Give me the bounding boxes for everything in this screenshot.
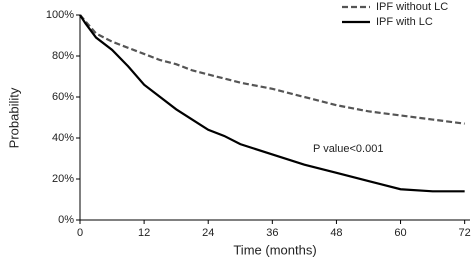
y-tick-label: 20% (52, 173, 74, 185)
legend-label: IPF with LC (376, 16, 433, 28)
x-tick-label: 60 (394, 227, 406, 239)
annotation: P value<0.001 (313, 143, 383, 155)
y-tick-label: 60% (52, 91, 74, 103)
x-tick-label: 0 (77, 227, 83, 239)
legend-label: IPF without LC (376, 1, 448, 13)
y-tick-label: 100% (46, 9, 74, 21)
x-tick-label: 24 (202, 227, 214, 239)
x-tick-label: 36 (266, 227, 278, 239)
x-axis-title: Time (months) (233, 242, 316, 257)
x-tick-label: 12 (138, 227, 150, 239)
y-tick-label: 40% (52, 132, 74, 144)
series-line (79, 14, 465, 125)
series-line (79, 14, 465, 193)
x-tick-label: 72 (459, 227, 471, 239)
y-tick-label: 80% (52, 50, 74, 62)
y-tick-label: 0% (58, 214, 74, 226)
x-tick-label: 48 (330, 227, 342, 239)
y-axis-title: Probability (6, 87, 21, 148)
